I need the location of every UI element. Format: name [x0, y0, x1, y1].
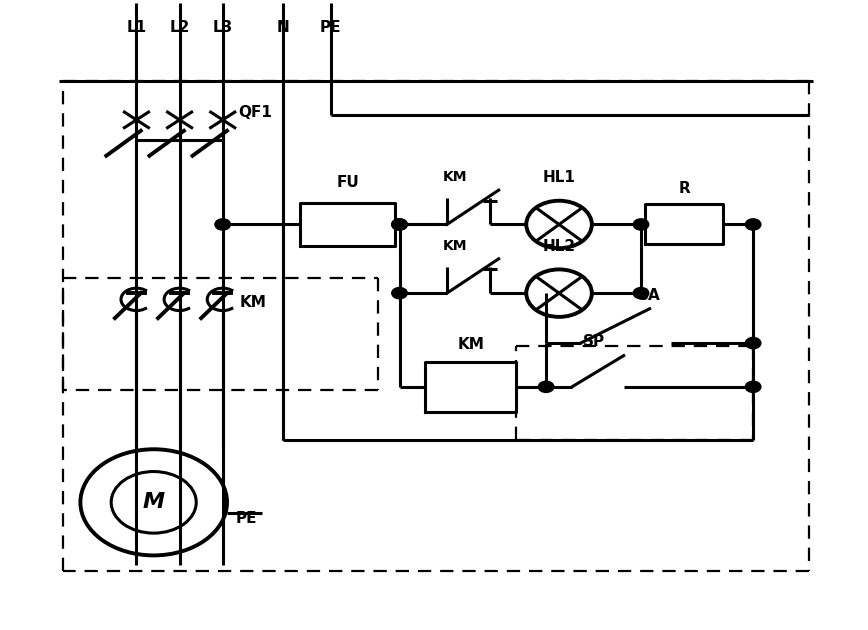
Text: M: M [142, 492, 165, 512]
Circle shape [634, 287, 648, 299]
Text: KM: KM [457, 338, 484, 352]
Text: PE: PE [319, 20, 341, 35]
Circle shape [746, 338, 761, 349]
Circle shape [391, 219, 407, 230]
Text: L2: L2 [169, 20, 190, 35]
Text: QF1: QF1 [238, 105, 272, 120]
Text: KM: KM [443, 170, 467, 184]
Text: L3: L3 [213, 20, 233, 35]
Text: N: N [277, 20, 289, 35]
Text: PE: PE [235, 511, 257, 526]
Text: SP: SP [582, 335, 605, 350]
Circle shape [634, 219, 648, 230]
Text: KM: KM [443, 239, 467, 253]
Circle shape [391, 287, 407, 299]
Text: HL1: HL1 [542, 170, 575, 185]
Polygon shape [425, 362, 516, 412]
Polygon shape [300, 203, 395, 246]
Circle shape [391, 219, 407, 230]
Polygon shape [645, 205, 723, 244]
Circle shape [215, 219, 231, 230]
Circle shape [538, 381, 554, 392]
Text: R: R [678, 181, 690, 197]
Text: L1: L1 [127, 20, 147, 35]
Text: KM: KM [240, 295, 266, 310]
Circle shape [746, 219, 761, 230]
Text: HL2: HL2 [542, 239, 575, 254]
Text: SA: SA [638, 287, 661, 302]
Circle shape [746, 381, 761, 392]
Text: FU: FU [337, 175, 359, 190]
